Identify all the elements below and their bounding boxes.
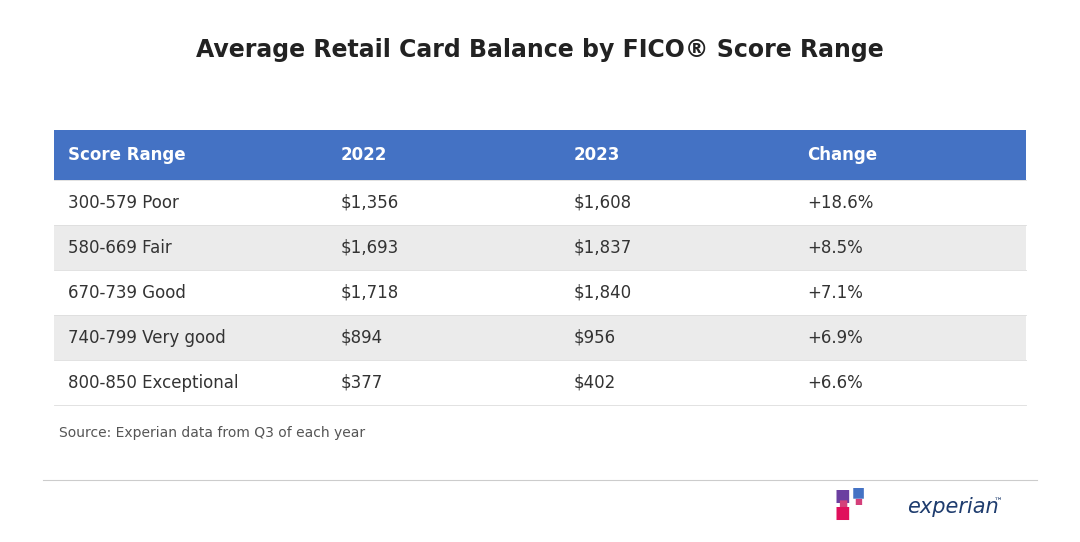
Text: +7.1%: +7.1% (807, 284, 863, 302)
Text: 300-579 Poor: 300-579 Poor (68, 194, 179, 212)
Text: $1,718: $1,718 (340, 284, 399, 302)
Text: ■: ■ (835, 487, 850, 505)
Text: 2022: 2022 (340, 146, 387, 164)
Text: $1,608: $1,608 (573, 194, 632, 212)
Text: +8.5%: +8.5% (807, 239, 863, 257)
Text: Source: Experian data from Q3 of each year: Source: Experian data from Q3 of each ye… (59, 426, 365, 440)
Text: ™: ™ (994, 497, 1002, 506)
Text: $402: $402 (573, 374, 616, 392)
Text: +6.9%: +6.9% (807, 329, 863, 347)
Text: Change: Change (807, 146, 877, 164)
Text: $1,356: $1,356 (340, 194, 399, 212)
Text: Score Range: Score Range (68, 146, 186, 164)
Text: 580-669 Fair: 580-669 Fair (68, 239, 172, 257)
Text: $1,693: $1,693 (340, 239, 399, 257)
Text: +6.6%: +6.6% (807, 374, 863, 392)
Text: ■: ■ (852, 486, 865, 500)
Text: $894: $894 (340, 329, 382, 347)
Text: 670-739 Good: 670-739 Good (68, 284, 186, 302)
Text: 2023: 2023 (573, 146, 620, 164)
Text: $1,840: $1,840 (573, 284, 632, 302)
Text: $1,837: $1,837 (573, 239, 632, 257)
Text: Average Retail Card Balance by FICO® Score Range: Average Retail Card Balance by FICO® Sco… (197, 38, 883, 62)
Text: ■: ■ (835, 504, 850, 522)
Text: 740-799 Very good: 740-799 Very good (68, 329, 226, 347)
Text: $377: $377 (340, 374, 382, 392)
Text: ■: ■ (854, 497, 863, 506)
Text: 800-850 Exceptional: 800-850 Exceptional (68, 374, 239, 392)
Text: ■: ■ (838, 499, 847, 509)
Text: $956: $956 (573, 329, 616, 347)
Text: experian: experian (907, 497, 999, 517)
Text: +18.6%: +18.6% (807, 194, 873, 212)
